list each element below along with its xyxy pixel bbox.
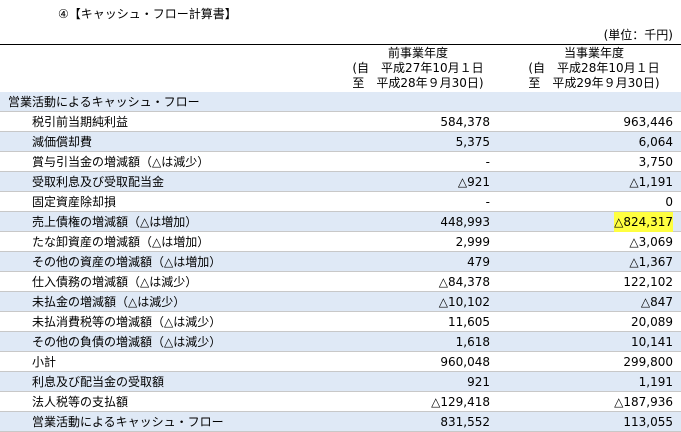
prev-value: △129,418 [431, 395, 490, 409]
current-value: △187,936 [614, 395, 673, 409]
row-label: 仕入債務の増減額（△は減少） [32, 275, 198, 289]
table-row: 税引前当期純利益 584,378 963,446 [0, 112, 681, 132]
prev-value: 831,552 [440, 415, 490, 429]
current-value: 6,064 [638, 135, 673, 149]
row-label: その他の資産の増減額（△は増加） [32, 255, 222, 269]
prev-value: - [485, 195, 490, 209]
table-row: 仕入債務の増減額（△は減少） △84,378 122,102 [0, 272, 681, 292]
table-row: 固定資産除却損 - 0 [0, 192, 681, 212]
prev-value: 960,048 [440, 355, 490, 369]
unit: (単位：千円) [603, 28, 673, 42]
column-header-line: 当事業年度 [563, 46, 624, 60]
title: ④【キャッシュ・フロー計算書】 [58, 7, 237, 21]
table-row: 未払金の増減額（△は減少） △10,102 △847 [0, 292, 681, 312]
current-value: △824,317 [614, 212, 673, 232]
prev-value: 448,993 [440, 215, 490, 229]
table-row: 営業活動によるキャッシュ・フロー 831,552 113,055 [0, 412, 681, 432]
row-label: たな卸資産の増減額（△は増加） [32, 235, 210, 249]
current-value: △1,191 [629, 175, 673, 189]
row-label: 売上債権の増減額（△は増加） [32, 215, 198, 229]
prev-value: 584,378 [440, 115, 490, 129]
column-header-line: 至 平成28年９月30日) [352, 76, 484, 90]
column-header: 前事業年度 (自 平成27年10月１日至 平成28年９月30日) [330, 45, 506, 91]
current-value: 963,446 [623, 115, 673, 129]
prev-value: 479 [467, 255, 490, 269]
table-row: その他の資産の増減額（△は増加） 479 △1,367 [0, 252, 681, 272]
prev-value: △84,378 [438, 275, 490, 289]
current-value: 3,750 [638, 155, 673, 169]
table-row: 減価償却費 5,375 6,064 [0, 132, 681, 152]
current-value: △847 [640, 295, 673, 309]
table-row: たな卸資産の増減額（△は増加） 2,999 △3,069 [0, 232, 681, 252]
current-value: 122,102 [623, 275, 673, 289]
row-label: 固定資産除却損 [32, 195, 117, 209]
prev-value: △10,102 [438, 295, 490, 309]
row-label: 営業活動によるキャッシュ・フロー [32, 415, 224, 429]
table-row: 未払消費税等の増減額（△は減少） 11,605 20,089 [0, 312, 681, 332]
current-value: 20,089 [631, 315, 673, 329]
table-row: その他の負債の増減額（△は減少） 1,618 10,141 [0, 332, 681, 352]
table-row: 売上債権の増減額（△は増加） 448,993 △824,317 [0, 212, 681, 232]
current-value: 299,800 [623, 355, 673, 369]
row-label: 受取利息及び受取配当金 [32, 175, 165, 189]
row-label: 利息及び配当金の受取額 [32, 375, 165, 389]
table-row: 利息及び配当金の受取額 921 1,191 [0, 372, 681, 392]
column-header: 当事業年度 (自 平成28年10月１日至 平成29年９月30日) [506, 45, 681, 91]
prev-value: △921 [457, 175, 490, 189]
table-row: 小計 960,048 299,800 [0, 352, 681, 372]
column-header-line: (自 平成28年10月１日 [528, 61, 660, 75]
table-row: 受取利息及び受取配当金 △921 △1,191 [0, 172, 681, 192]
row-label: 未払消費税等の増減額（△は減少） [32, 315, 222, 329]
section-row: 営業活動によるキャッシュ・フロー [0, 92, 681, 112]
current-value: 113,055 [623, 415, 673, 429]
prev-value: 1,618 [455, 335, 490, 349]
current-value: 10,141 [631, 335, 673, 349]
column-header-line: 前事業年度 [387, 46, 448, 60]
current-value: △1,367 [629, 255, 673, 269]
table-header: 前事業年度 (自 平成27年10月１日至 平成28年９月30日) 当事業年度 (自 平… [0, 44, 681, 93]
row-label: 賞与引当金の増減額（△は減少） [32, 155, 210, 169]
prev-value: 11,605 [448, 315, 490, 329]
column-header-line: (自 平成27年10月１日 [352, 61, 484, 75]
row-label: 税引前当期純利益 [32, 115, 129, 129]
prev-value: 2,999 [455, 235, 490, 249]
row-label: 法人税等の支払額 [32, 395, 129, 409]
row-label: その他の負債の増減額（△は減少） [32, 335, 222, 349]
column-header-line: 至 平成29年９月30日) [528, 76, 660, 90]
row-label: 小計 [32, 355, 57, 369]
prev-value: - [485, 155, 490, 169]
current-value: 0 [665, 195, 673, 209]
section-label: 営業活動によるキャッシュ・フロー [8, 95, 200, 109]
row-label: 減価償却費 [32, 135, 93, 149]
prev-value: 921 [467, 375, 490, 389]
current-value: 1,191 [638, 375, 673, 389]
table-row: 賞与引当金の増減額（△は減少） - 3,750 [0, 152, 681, 172]
row-label: 未払金の増減額（△は減少） [32, 295, 186, 309]
prev-value: 5,375 [455, 135, 490, 149]
current-value: △3,069 [629, 235, 673, 249]
table-row: 法人税等の支払額 △129,418 △187,936 [0, 392, 681, 412]
